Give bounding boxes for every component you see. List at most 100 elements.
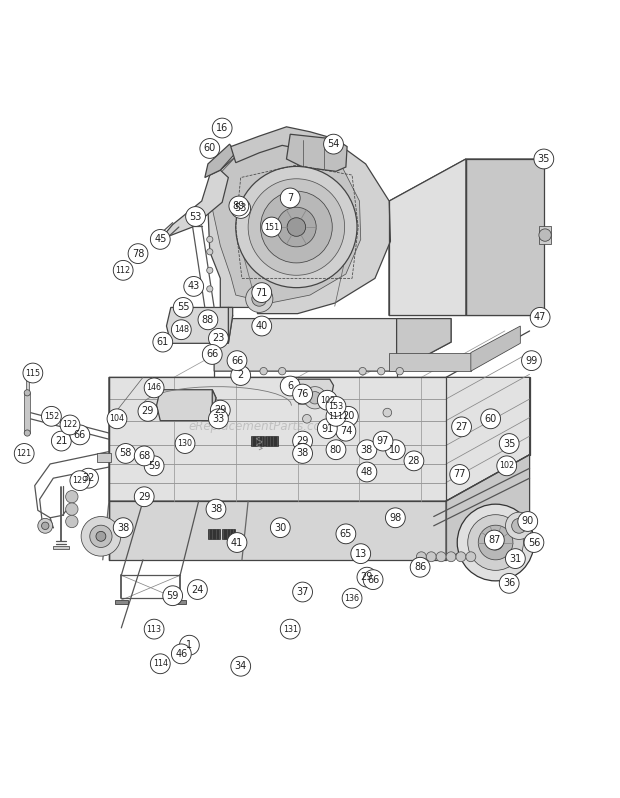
Circle shape [70, 471, 90, 491]
Circle shape [24, 430, 30, 437]
Text: 29: 29 [142, 406, 154, 417]
Circle shape [357, 462, 377, 482]
Text: 41: 41 [231, 538, 243, 547]
Polygon shape [157, 389, 216, 421]
Polygon shape [161, 170, 228, 239]
Circle shape [175, 433, 195, 453]
Polygon shape [228, 307, 232, 343]
Circle shape [144, 378, 164, 397]
Circle shape [539, 229, 551, 241]
Circle shape [116, 444, 136, 464]
Circle shape [144, 619, 164, 639]
Polygon shape [212, 389, 216, 421]
Circle shape [208, 409, 228, 429]
Circle shape [336, 421, 356, 441]
Circle shape [210, 401, 230, 420]
Circle shape [200, 139, 219, 158]
Text: 60: 60 [484, 414, 497, 424]
Text: 77: 77 [453, 469, 466, 480]
Circle shape [202, 345, 222, 365]
Circle shape [386, 508, 405, 527]
Text: 122: 122 [63, 421, 78, 429]
Circle shape [241, 367, 249, 375]
Text: 146: 146 [146, 383, 162, 393]
Circle shape [309, 392, 321, 404]
Circle shape [113, 518, 133, 538]
Circle shape [185, 207, 205, 227]
Circle shape [478, 525, 513, 560]
Polygon shape [212, 140, 361, 303]
Circle shape [480, 409, 500, 429]
Text: 74: 74 [340, 426, 352, 437]
Circle shape [236, 167, 357, 287]
Text: 43: 43 [188, 282, 200, 291]
Text: 54: 54 [327, 139, 340, 149]
Text: 53: 53 [189, 211, 202, 222]
Text: 37: 37 [296, 587, 309, 597]
Polygon shape [24, 393, 30, 433]
Circle shape [446, 551, 456, 562]
Circle shape [79, 468, 99, 488]
Text: 99: 99 [525, 356, 538, 365]
Circle shape [467, 515, 523, 571]
Text: 24: 24 [191, 584, 203, 595]
Text: 29: 29 [138, 492, 151, 502]
Circle shape [339, 406, 358, 426]
Circle shape [96, 531, 106, 541]
Circle shape [227, 532, 247, 552]
Text: 56: 56 [528, 538, 540, 547]
Circle shape [270, 518, 290, 538]
Text: 131: 131 [283, 625, 298, 634]
Circle shape [363, 570, 383, 590]
Circle shape [231, 199, 250, 219]
Text: 136: 136 [345, 594, 360, 602]
Circle shape [144, 456, 164, 476]
Polygon shape [174, 600, 186, 604]
Circle shape [107, 409, 127, 429]
Circle shape [260, 192, 332, 263]
Circle shape [386, 440, 405, 460]
Polygon shape [214, 318, 451, 371]
Circle shape [229, 196, 249, 216]
Polygon shape [446, 455, 529, 560]
Text: 151: 151 [264, 223, 279, 231]
Circle shape [280, 188, 300, 207]
Circle shape [42, 406, 61, 426]
Circle shape [357, 567, 377, 587]
Text: 97: 97 [377, 436, 389, 446]
Polygon shape [389, 159, 544, 315]
Polygon shape [295, 379, 334, 404]
Circle shape [336, 524, 356, 543]
Circle shape [383, 409, 392, 417]
Text: 102: 102 [499, 461, 514, 470]
Polygon shape [208, 529, 220, 539]
Text: 38: 38 [361, 444, 373, 455]
Text: 59: 59 [167, 591, 179, 601]
Text: 90: 90 [521, 516, 534, 527]
Circle shape [70, 425, 90, 444]
Text: 91: 91 [321, 424, 334, 433]
Circle shape [262, 217, 281, 237]
Circle shape [212, 118, 232, 138]
Text: 66: 66 [367, 575, 379, 585]
Circle shape [293, 431, 312, 451]
Text: 61: 61 [157, 337, 169, 347]
Text: 68: 68 [138, 451, 150, 461]
Circle shape [60, 415, 80, 435]
Text: 35: 35 [538, 154, 550, 164]
Circle shape [342, 588, 362, 608]
Polygon shape [286, 134, 347, 172]
Circle shape [518, 512, 538, 531]
Text: 35: 35 [503, 439, 515, 448]
Text: 115: 115 [25, 369, 40, 377]
Circle shape [499, 433, 519, 453]
Circle shape [151, 230, 170, 249]
Polygon shape [208, 134, 391, 314]
Polygon shape [466, 159, 544, 315]
Polygon shape [471, 326, 520, 371]
Text: 88: 88 [202, 315, 214, 325]
Circle shape [38, 519, 53, 533]
Text: 27: 27 [455, 422, 468, 432]
Text: 46: 46 [175, 649, 187, 659]
Circle shape [66, 516, 78, 527]
